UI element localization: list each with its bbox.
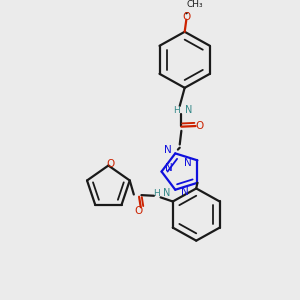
Text: N: N xyxy=(165,163,173,173)
Text: O: O xyxy=(106,159,114,169)
Text: O: O xyxy=(134,206,142,216)
Text: N: N xyxy=(185,105,192,115)
Text: H: H xyxy=(173,106,180,115)
Text: O: O xyxy=(182,11,190,22)
Text: N: N xyxy=(184,158,192,168)
Text: O: O xyxy=(195,121,204,131)
Text: CH₃: CH₃ xyxy=(186,0,203,9)
Text: N: N xyxy=(181,187,188,197)
Text: H: H xyxy=(153,189,160,198)
Text: N: N xyxy=(163,188,170,198)
Text: N: N xyxy=(164,145,172,154)
